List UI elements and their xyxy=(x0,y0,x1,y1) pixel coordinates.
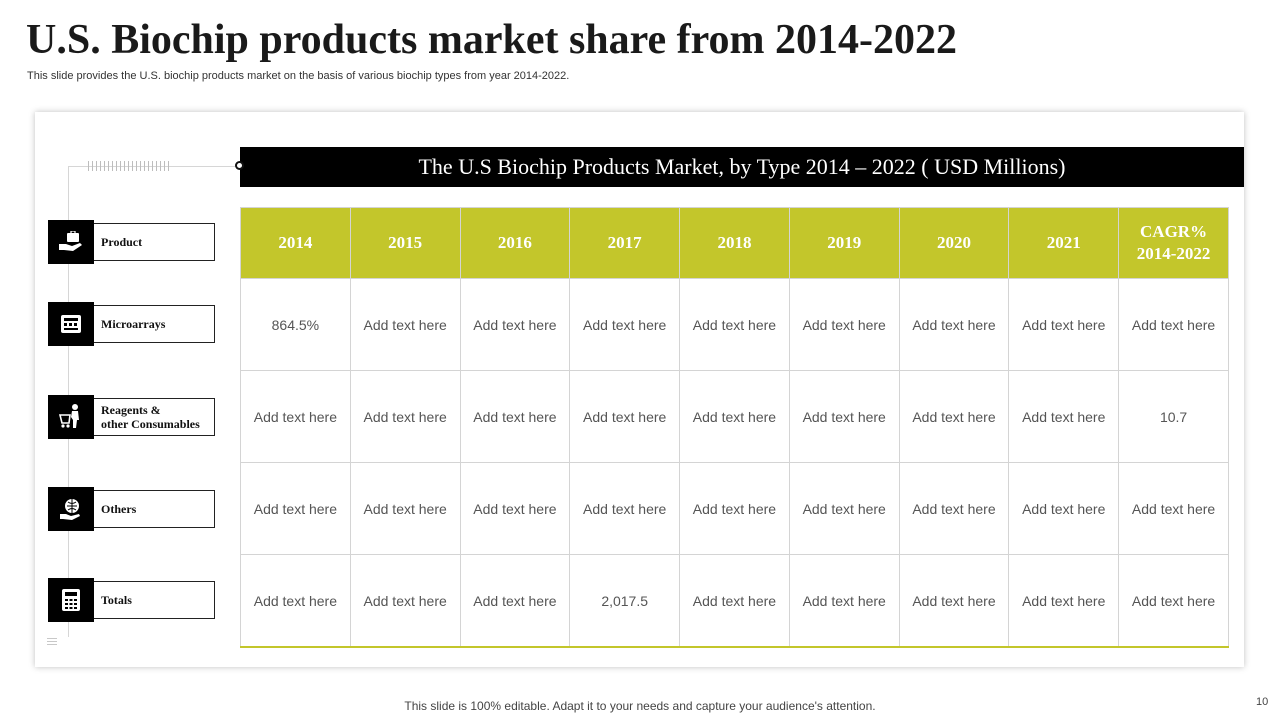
table-row: 864.5% Add text here Add text here Add t… xyxy=(240,278,1229,371)
header-cell: 2016 xyxy=(459,207,571,279)
table-cell: Add text here xyxy=(898,370,1010,463)
table-cell: Add text here xyxy=(240,462,351,555)
table-title-bar: The U.S Biochip Products Market, by Type… xyxy=(240,147,1244,187)
table-cell: Add text here xyxy=(569,278,681,371)
table-row: Add text here Add text here Add text her… xyxy=(240,370,1229,463)
table-cell: 864.5% xyxy=(240,278,351,371)
header-cell: CAGR% 2014-2022 xyxy=(1118,207,1229,279)
connector-dot xyxy=(235,161,244,170)
table-cell: Add text here xyxy=(788,462,900,555)
timeline-end-mark xyxy=(47,638,57,646)
page-number: 10 xyxy=(1256,696,1269,708)
table-cell: Add text here xyxy=(459,554,571,648)
page-subtitle: This slide provides the U.S. biochip pro… xyxy=(27,70,570,82)
category-label: Totals xyxy=(101,593,132,607)
category-label: Microarrays xyxy=(101,317,166,331)
table-cell: Add text here xyxy=(898,278,1010,371)
category-reagents: Reagents & other Consumables xyxy=(48,395,216,439)
header-cell: 2015 xyxy=(349,207,461,279)
header-cell: 2021 xyxy=(1008,207,1120,279)
table-cell: Add text here xyxy=(788,554,900,648)
category-product: Product xyxy=(48,220,216,264)
footer-note: This slide is 100% editable. Adapt it to… xyxy=(404,699,876,713)
table-cell: Add text here xyxy=(679,462,790,555)
category-label: Reagents & other Consumables xyxy=(101,403,200,431)
table-header-row: 2014 2015 2016 2017 2018 2019 2020 2021 … xyxy=(240,207,1229,279)
table-cell: 2,017.5 xyxy=(569,554,681,648)
category-microarrays: Microarrays xyxy=(48,302,216,346)
table-cell: Add text here xyxy=(569,370,681,463)
category-label: Others xyxy=(101,502,137,516)
table-row: Add text here Add text here Add text her… xyxy=(240,462,1229,555)
table-cell: Add text here xyxy=(679,278,790,371)
table-cell: Add text here xyxy=(240,370,351,463)
microarray-chip-icon xyxy=(48,302,94,346)
table-cell: Add text here xyxy=(459,370,571,463)
table-cell: Add text here xyxy=(898,554,1010,648)
hand-briefcase-icon xyxy=(48,220,94,264)
table-cell: Add text here xyxy=(788,370,900,463)
header-cell: 2014 xyxy=(240,207,351,279)
market-table: 2014 2015 2016 2017 2018 2019 2020 2021 … xyxy=(240,207,1229,648)
table-cell: Add text here xyxy=(788,278,900,371)
table-cell: Add text here xyxy=(1008,278,1120,371)
table-cell: Add text here xyxy=(1008,370,1120,463)
page-title: U.S. Biochip products market share from … xyxy=(26,17,958,63)
category-others: Others xyxy=(48,487,216,531)
header-cell: 2020 xyxy=(898,207,1010,279)
table-cell: Add text here xyxy=(459,462,571,555)
table-cell: Add text here xyxy=(349,554,461,648)
table-cell: Add text here xyxy=(349,370,461,463)
ruler-ticks xyxy=(88,161,170,171)
table-cell: Add text here xyxy=(569,462,681,555)
table-row: Add text here Add text here Add text her… xyxy=(240,554,1229,648)
header-cell: 2019 xyxy=(788,207,900,279)
category-totals: Totals xyxy=(48,578,216,622)
table-cell: Add text here xyxy=(679,370,790,463)
table-cell: Add text here xyxy=(1118,462,1229,555)
table-cell: 10.7 xyxy=(1118,370,1229,463)
table-cell: Add text here xyxy=(679,554,790,648)
table-cell: Add text here xyxy=(349,278,461,371)
table-cell: Add text here xyxy=(1118,278,1229,371)
calculator-icon xyxy=(48,578,94,622)
table-cell: Add text here xyxy=(1008,554,1120,648)
table-cell: Add text here xyxy=(349,462,461,555)
person-cart-icon xyxy=(48,395,94,439)
header-cell: 2018 xyxy=(679,207,790,279)
table-cell: Add text here xyxy=(898,462,1010,555)
category-label: Product xyxy=(101,235,143,249)
table-cell: Add text here xyxy=(459,278,571,371)
table-cell: Add text here xyxy=(1118,554,1229,648)
header-cell: 2017 xyxy=(569,207,681,279)
hand-globe-icon xyxy=(48,487,94,531)
table-cell: Add text here xyxy=(240,554,351,648)
table-cell: Add text here xyxy=(1008,462,1120,555)
